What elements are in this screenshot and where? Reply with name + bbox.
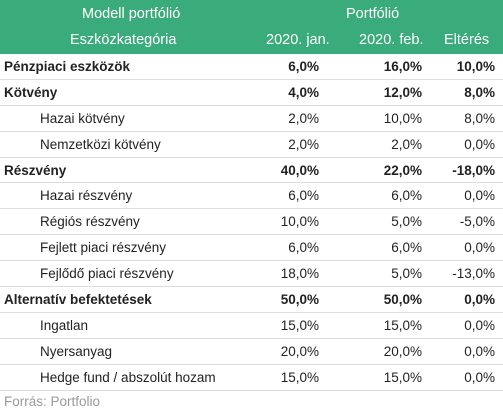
feb-value: 12,0% (383, 84, 422, 100)
table-row: Nyersanyag 20,0% 20,0% 0,0% (0, 339, 503, 365)
feb-value: 2,0% (391, 136, 422, 152)
difference-value: -5,0% (459, 214, 495, 230)
jan-value: 4,0% (288, 84, 319, 100)
difference-value: 0,0% (464, 240, 495, 256)
table-header: Modell portfólió Portfólió Eszközkategór… (0, 0, 503, 54)
row-label: Régiós részvény (40, 214, 140, 230)
model-portfolio-heading: Modell portfólió (82, 6, 181, 22)
difference-value: 0,0% (464, 136, 495, 152)
row-label: Részvény (4, 162, 67, 178)
portfolio-heading: Portfólió (346, 6, 400, 22)
feb-value: 5,0% (391, 266, 422, 282)
header-row-1: Modell portfólió Portfólió (0, 2, 503, 27)
row-label: Nyersanyag (40, 343, 113, 359)
table-row: Alternatív befektetések 50,0% 50,0% 0,0% (0, 287, 503, 313)
difference-value: 8,0% (464, 84, 495, 100)
feb-value: 6,0% (391, 240, 422, 256)
row-label: Nemzetközi kötvény (40, 136, 161, 152)
jan-value: 20,0% (280, 343, 319, 359)
table-row: Fejlett piaci részvény 6,0% 6,0% 0,0% (0, 235, 503, 262)
row-label: Hedge fund / abszolút hozam (40, 369, 216, 385)
jan-value: 10,0% (280, 214, 319, 230)
feb-value: 6,0% (391, 188, 422, 204)
row-label: Fejlett piaci részvény (40, 240, 167, 256)
table-row: Hedge fund / abszolút hozam 15,0% 15,0% … (0, 365, 503, 391)
jan-value: 50,0% (280, 292, 319, 308)
feb-value: 20,0% (383, 343, 422, 359)
feb-value: 15,0% (383, 369, 422, 385)
table-row: Hazai részvény 6,0% 6,0% 0,0% (0, 183, 503, 210)
difference-value: 0,0% (464, 188, 495, 204)
feb-value: 15,0% (383, 317, 422, 333)
jan-value: 6,0% (288, 59, 319, 74)
table-row: Hazai kötvény 2,0% 10,0% 8,0% (0, 106, 503, 132)
feb-value: 16,0% (383, 59, 422, 74)
difference-value: 0,0% (464, 317, 495, 333)
difference-column-header: Eltérés (444, 32, 490, 48)
feb-value: 22,0% (383, 162, 422, 178)
source-note: Forrás: Portfolio (4, 394, 101, 409)
table-row: Ingatlan 15,0% 15,0% 0,0% (0, 313, 503, 339)
table-body: Pénzpiaci eszközök 6,0% 16,0% 10,0% Kötv… (0, 54, 503, 391)
difference-value: 0,0% (464, 292, 495, 308)
row-label: Kötvény (4, 84, 58, 100)
feb-value: 10,0% (383, 110, 422, 126)
row-label: Fejlődő piaci részvény (40, 266, 174, 282)
jan-value: 18,0% (280, 266, 319, 282)
jan-value: 15,0% (280, 317, 319, 333)
table-row: Kötvény 4,0% 12,0% 8,0% (0, 80, 503, 106)
difference-value: -13,0% (452, 266, 495, 282)
header-row-2: Eszközkategória 2020. jan. 2020. feb. El… (0, 28, 503, 53)
table-row: Részvény 40,0% 22,0% -18,0% (0, 158, 503, 184)
feb-column-header: 2020. feb. (359, 32, 424, 48)
table-row: Régiós részvény 10,0% 5,0% -5,0% (0, 209, 503, 236)
row-label: Alternatív befektetések (4, 292, 152, 308)
difference-value: 0,0% (464, 369, 495, 385)
jan-value: 40,0% (280, 162, 319, 178)
table-row: Pénzpiaci eszközök 6,0% 16,0% 10,0% (0, 54, 503, 80)
jan-value: 6,0% (288, 188, 319, 204)
jan-column-header: 2020. jan. (266, 32, 330, 48)
jan-value: 6,0% (288, 240, 319, 256)
difference-value: -18,0% (452, 162, 495, 178)
portfolio-table: Modell portfólió Portfólió Eszközkategór… (0, 0, 503, 391)
jan-value: 2,0% (288, 136, 319, 152)
table-row: Fejlődő piaci részvény 18,0% 5,0% -13,0% (0, 261, 503, 288)
row-label: Hazai részvény (40, 188, 133, 204)
table-row: Nemzetközi kötvény 2,0% 2,0% 0,0% (0, 132, 503, 158)
feb-value: 50,0% (383, 292, 422, 308)
row-label: Ingatlan (40, 317, 89, 333)
row-label: Hazai kötvény (40, 110, 125, 126)
difference-value: 0,0% (464, 343, 495, 359)
category-column-header: Eszközkategória (70, 32, 177, 48)
row-label: Pénzpiaci eszközök (4, 59, 131, 74)
jan-value: 15,0% (280, 369, 319, 385)
feb-value: 5,0% (391, 214, 422, 230)
difference-value: 10,0% (456, 59, 495, 74)
difference-value: 8,0% (464, 110, 495, 126)
jan-value: 2,0% (288, 110, 319, 126)
